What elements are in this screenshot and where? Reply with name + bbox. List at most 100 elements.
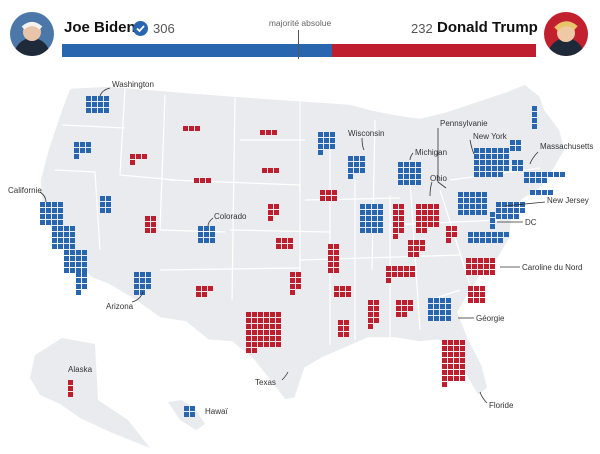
label-alaska: Alaska [68, 365, 93, 374]
electoral-vote-tile [502, 214, 507, 219]
electoral-vote-tile [296, 284, 301, 289]
electoral-vote-tile [492, 160, 497, 165]
electoral-vote-tile [274, 168, 279, 173]
electoral-vote-tile [428, 216, 433, 221]
electoral-vote-tile [328, 256, 333, 261]
electoral-vote-tile [282, 238, 287, 243]
electoral-vote-tile [58, 220, 63, 225]
electoral-vote-tile [490, 224, 495, 229]
electoral-vote-tile [70, 226, 75, 231]
electoral-vote-tile [270, 336, 275, 341]
label-arizona: Arizona [106, 302, 134, 311]
electoral-vote-tile [366, 204, 371, 209]
electoral-vote-tile [348, 162, 353, 167]
electoral-vote-tile [274, 210, 279, 215]
electoral-vote-tile [100, 208, 105, 213]
electoral-vote-tile [532, 118, 537, 123]
electoral-vote-tile [402, 300, 407, 305]
electoral-vote-tile [372, 228, 377, 233]
electoral-vote-tile [92, 108, 97, 113]
electoral-vote-tile [366, 210, 371, 215]
electoral-vote-tile [548, 190, 553, 195]
electoral-vote-tile [480, 298, 485, 303]
electoral-vote-tile [520, 208, 525, 213]
electoral-vote-tile [206, 178, 211, 183]
electoral-vote-tile [454, 370, 459, 375]
electoral-vote-tile [480, 238, 485, 243]
electoral-vote-tile [422, 228, 427, 233]
electoral-vote-tile [472, 270, 477, 275]
electoral-vote-tile [476, 204, 481, 209]
electoral-vote-tile [151, 222, 156, 227]
electoral-vote-tile [408, 240, 413, 245]
electoral-vote-tile [466, 270, 471, 275]
electoral-vote-tile [474, 292, 479, 297]
electoral-vote-tile [70, 238, 75, 243]
electoral-vote-tile [476, 210, 481, 215]
electoral-vote-tile [76, 290, 81, 295]
electoral-vote-tile [328, 244, 333, 249]
electoral-vote-tile [262, 168, 267, 173]
label-dc: DC [525, 218, 537, 227]
electoral-vote-tile [52, 208, 57, 213]
label-washington: Washington [112, 80, 154, 89]
electoral-vote-tile [422, 204, 427, 209]
electoral-vote-tile [504, 154, 509, 159]
biden-votes: 306 [153, 21, 175, 36]
electoral-vote-tile [398, 180, 403, 185]
electoral-vote-tile [410, 174, 415, 179]
electoral-vote-tile [416, 168, 421, 173]
electoral-vote-tile [532, 106, 537, 111]
electoral-vote-tile [268, 168, 273, 173]
electoral-vote-tile [76, 256, 81, 261]
electoral-vote-tile [324, 144, 329, 149]
electoral-vote-tile [344, 326, 349, 331]
electoral-vote-tile [476, 198, 481, 203]
electoral-vote-tile [368, 318, 373, 323]
electoral-vote-tile [290, 284, 295, 289]
electoral-vote-tile [190, 412, 195, 417]
electoral-vote-tile [264, 330, 269, 335]
electoral-vote-tile [416, 180, 421, 185]
electoral-vote-tile [296, 272, 301, 277]
electoral-vote-tile [270, 324, 275, 329]
electoral-vote-tile [399, 204, 404, 209]
trump-name: Donald Trump [437, 19, 538, 36]
electoral-vote-tile [470, 192, 475, 197]
electoral-vote-tile [448, 358, 453, 363]
electoral-vote-tile [393, 204, 398, 209]
electoral-vote-tile [446, 238, 451, 243]
electoral-vote-tile [492, 172, 497, 177]
electoral-vote-tile [502, 202, 507, 207]
electoral-vote-tile [360, 156, 365, 161]
electoral-vote-tile [498, 166, 503, 171]
electoral-vote-tile [183, 126, 188, 131]
majority-label: majorité absolue [268, 18, 332, 28]
electoral-vote-tile [366, 216, 371, 221]
electoral-vote-tile [508, 202, 513, 207]
electoral-vote-tile [208, 286, 213, 291]
electoral-vote-tile [86, 102, 91, 107]
electoral-vote-tile [442, 352, 447, 357]
electoral-vote-tile [344, 332, 349, 337]
electoral-vote-tile [474, 166, 479, 171]
electoral-vote-tile [134, 284, 139, 289]
electoral-vote-tile [428, 304, 433, 309]
electoral-vote-tile [478, 258, 483, 263]
electoral-vote-tile [460, 370, 465, 375]
electoral-vote-tile [446, 304, 451, 309]
electoral-vote-tile [516, 140, 521, 145]
electoral-vote-tile [340, 286, 345, 291]
electoral-vote-tile [474, 286, 479, 291]
electoral-vote-tile [52, 244, 57, 249]
electoral-vote-tile [64, 256, 69, 261]
electoral-vote-tile [140, 272, 145, 277]
electoral-vote-tile [340, 292, 345, 297]
electoral-vote-tile [490, 212, 495, 217]
electoral-vote-tile [318, 138, 323, 143]
electoral-vote-tile [204, 238, 209, 243]
electoral-vote-tile [530, 178, 535, 183]
electoral-vote-tile [76, 262, 81, 267]
electoral-vote-tile [58, 238, 63, 243]
electoral-vote-tile [460, 346, 465, 351]
